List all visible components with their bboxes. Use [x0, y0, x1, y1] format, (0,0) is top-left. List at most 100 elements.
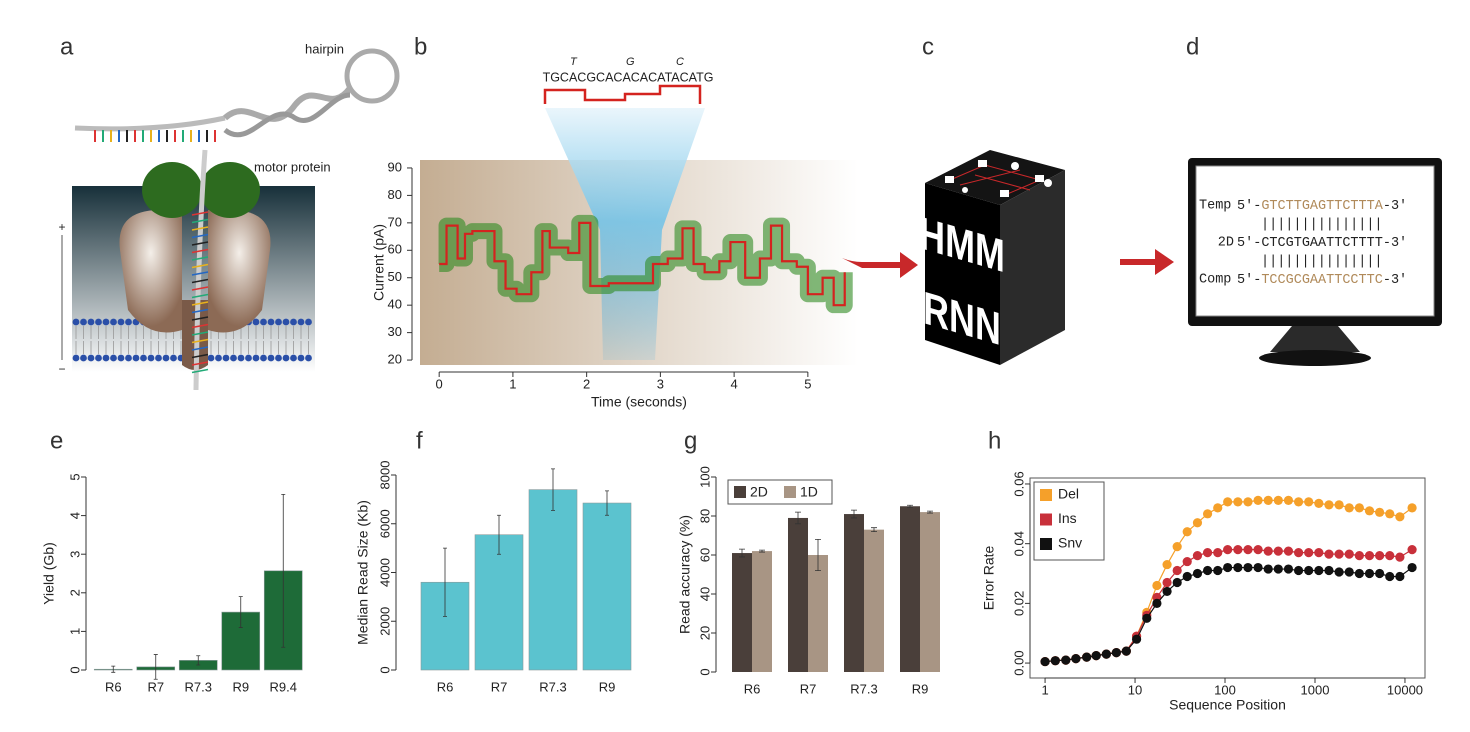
marker [1375, 551, 1385, 561]
lipid-head [147, 354, 155, 362]
motor-protein [200, 162, 260, 218]
x-tick-label: 5 [804, 376, 811, 391]
marker [1213, 503, 1223, 513]
marker [1293, 497, 1304, 507]
y-tick-label: 60 [697, 548, 712, 562]
x-tick-label: R7 [147, 679, 164, 694]
base-tick [191, 211, 209, 216]
marker [1192, 568, 1203, 579]
seq-prefix: 5′- [1237, 236, 1261, 251]
lipid-head [125, 318, 132, 326]
marker [1334, 567, 1344, 577]
lipid-head [222, 354, 230, 362]
marker [1395, 552, 1405, 562]
error-bar [739, 548, 745, 558]
pore-lobe [208, 210, 271, 333]
marker [1273, 564, 1283, 574]
marker [1182, 527, 1192, 537]
lipid-head [267, 354, 275, 362]
error-bar [281, 493, 286, 648]
y-tick-label: 40 [697, 587, 712, 601]
error-bar [196, 655, 201, 666]
y-tick-label: 3 [67, 551, 82, 558]
marker [1364, 506, 1375, 516]
legend-swatch [784, 486, 796, 498]
marker [1071, 653, 1081, 664]
marker [1142, 613, 1152, 623]
panel-label: d [1186, 33, 1199, 60]
lipid-head [140, 354, 147, 362]
motor-protein [142, 162, 202, 218]
marker [1061, 655, 1071, 665]
marker [1395, 512, 1405, 522]
y-tick-label: 2 [67, 589, 82, 596]
marker [1131, 634, 1142, 644]
seq-core: TCCGCGAATTCCTTC [1261, 273, 1383, 288]
marker [1253, 562, 1263, 573]
x-tick-label: 100 [1214, 682, 1236, 697]
y-tick-label: 0.04 [1011, 531, 1026, 556]
hairpin-label: hairpin [305, 41, 344, 56]
y-axis-label: Median Read Size (Kb) [355, 500, 371, 645]
base-tick [191, 226, 209, 231]
y-tick-label: 30 [388, 324, 402, 339]
y-tick-label: 100 [697, 466, 712, 488]
y-tick-label: 0 [67, 666, 82, 673]
x-tick-label: R7 [491, 679, 508, 694]
sequence: TGCACGCACACACATACATG [543, 70, 714, 84]
base-tick [191, 368, 209, 374]
lipid-head [230, 354, 237, 362]
seq-suffix: -3′ [1383, 199, 1407, 214]
marker [1223, 562, 1233, 573]
marker [1304, 548, 1314, 558]
marker [1233, 562, 1243, 573]
seq-suffix: -3′ [1383, 236, 1407, 251]
marker [1375, 568, 1385, 579]
legend-swatch [1040, 538, 1052, 550]
error-bar [443, 547, 447, 617]
marker [1162, 577, 1172, 588]
y-tick-label: 70 [388, 214, 402, 229]
marker [1344, 549, 1354, 559]
error-bar [153, 654, 158, 680]
read-name: Comp [1199, 273, 1231, 288]
y-tick-label: 0.00 [1011, 650, 1026, 675]
marker [1407, 503, 1417, 513]
pore-lobe [119, 210, 182, 333]
marker [1192, 551, 1203, 561]
marker [1324, 500, 1334, 510]
y-tick-label: 90 [388, 159, 402, 174]
marker [1101, 649, 1111, 659]
base-tick [191, 293, 209, 299]
seq-prefix: 5′- [1237, 273, 1261, 288]
monitor-base [1259, 350, 1371, 366]
base-tick [191, 218, 209, 224]
y-tick-label: 4000 [377, 558, 392, 587]
lipid-head [80, 354, 87, 362]
marker [1111, 648, 1121, 658]
x-tick-label: R9 [232, 679, 249, 694]
y-axis-label: Error Rate [981, 546, 997, 611]
lipid-head [260, 354, 267, 362]
dna-hairpin [344, 48, 400, 104]
zoom-steps [543, 84, 702, 104]
base-tick [191, 316, 209, 321]
x-tick-label: R9.4 [270, 679, 297, 694]
marker [1344, 567, 1354, 577]
marker [1172, 542, 1182, 552]
read-sequence: 5′-CTCGTGAATTCTTTT-3′ [1237, 236, 1407, 251]
cube-top [925, 150, 1065, 205]
flow-arrow [1120, 249, 1174, 275]
x-tick-label: R9 [599, 679, 616, 694]
lipid-head [237, 354, 245, 362]
seq-core: GTCTTGAGTTCTTTA [1261, 199, 1383, 214]
lipid-head [80, 318, 87, 326]
y-tick-label: 80 [388, 187, 402, 202]
marker [1283, 564, 1294, 574]
y-tick-label: 0.02 [1011, 591, 1026, 616]
lipid-head [102, 354, 110, 362]
marker [1324, 565, 1334, 576]
error-bar [815, 539, 821, 571]
marker [1385, 571, 1395, 582]
lipid-head [275, 354, 282, 362]
